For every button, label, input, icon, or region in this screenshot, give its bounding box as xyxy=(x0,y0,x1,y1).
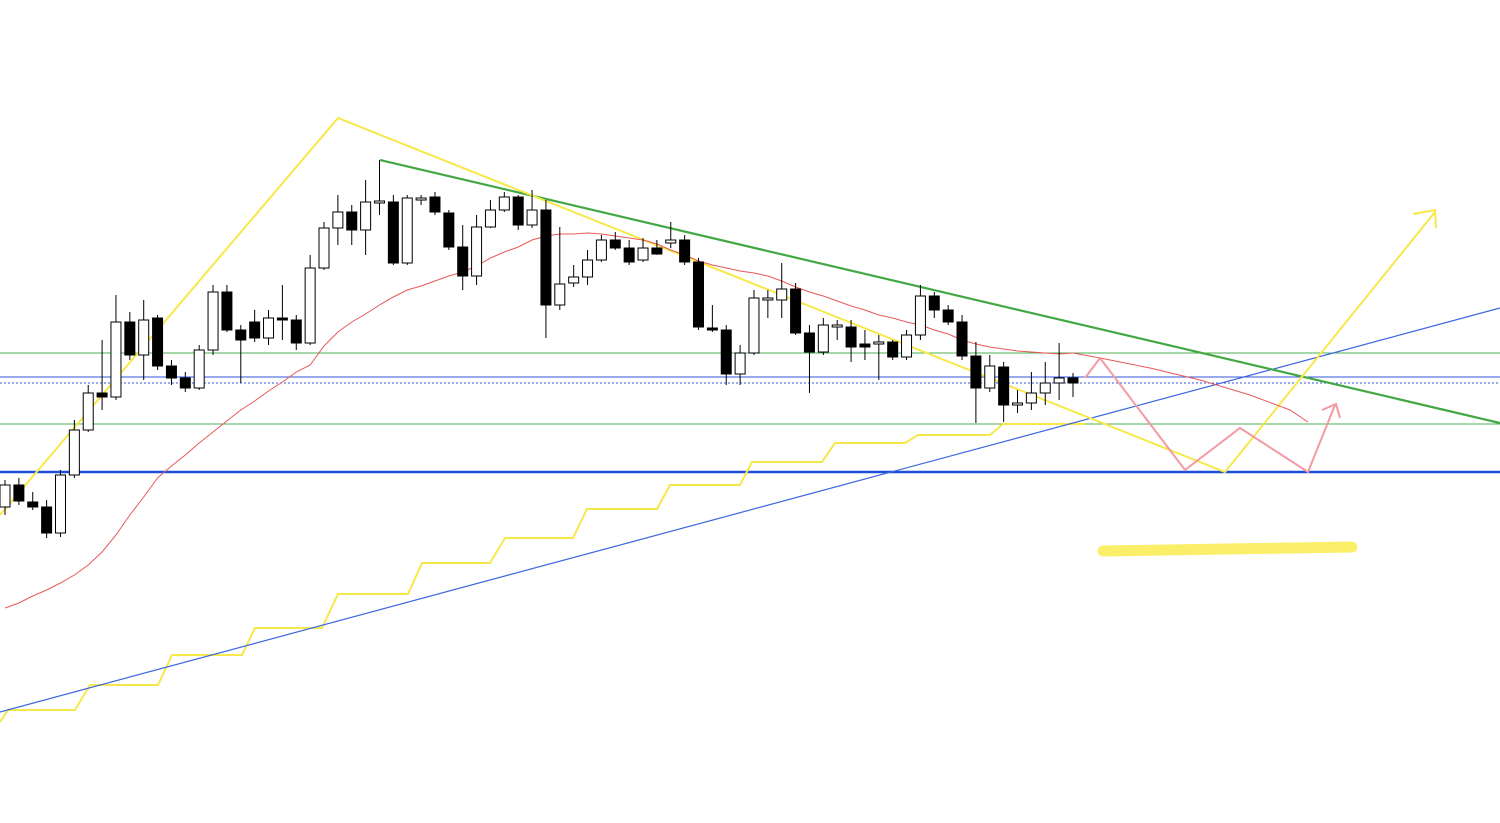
candle-body xyxy=(373,200,385,204)
candle-body xyxy=(249,321,261,339)
candle-body xyxy=(984,365,996,389)
blue-trendline xyxy=(0,307,1500,713)
moving-average xyxy=(4,232,1074,609)
candle-body xyxy=(748,297,760,354)
candle-body xyxy=(401,197,413,264)
candle-body xyxy=(457,246,469,277)
candle-body xyxy=(498,196,510,211)
candle-body xyxy=(221,291,233,331)
candle-body xyxy=(568,276,580,284)
candle-body xyxy=(443,212,455,248)
candle-body xyxy=(179,377,191,389)
candle-body xyxy=(1053,377,1065,384)
candle-body xyxy=(415,197,427,201)
candle-body xyxy=(332,211,344,229)
candle-body xyxy=(110,321,122,398)
candle-body xyxy=(637,247,649,261)
candle-body xyxy=(595,239,607,261)
candle-body xyxy=(928,295,940,311)
green-trendline xyxy=(379,158,1500,425)
candle-body xyxy=(1012,402,1024,406)
candle-body xyxy=(651,247,663,255)
drawings xyxy=(0,116,1500,723)
candle-body xyxy=(914,295,926,336)
candle-body xyxy=(68,429,80,476)
candle-body xyxy=(360,201,372,231)
candle-body xyxy=(693,261,704,328)
candle-body xyxy=(13,484,25,502)
candle-body xyxy=(54,474,66,534)
candle-body xyxy=(901,334,913,358)
candle-body xyxy=(276,317,288,321)
candle-body xyxy=(263,317,275,339)
candle-body xyxy=(526,209,538,226)
candle-body xyxy=(720,329,732,375)
candle-body xyxy=(290,319,302,344)
candle-body xyxy=(0,484,11,508)
candle-body xyxy=(679,239,691,263)
candle-body xyxy=(831,324,843,328)
candle-body xyxy=(665,239,677,244)
candle-body xyxy=(582,259,594,278)
candle-body xyxy=(803,332,815,353)
candle-body xyxy=(1039,382,1051,394)
candle-body xyxy=(873,341,885,345)
candle-body xyxy=(235,329,247,341)
candle-body xyxy=(845,326,857,348)
candle-body xyxy=(82,392,94,431)
candle-body xyxy=(817,324,829,353)
candle-body xyxy=(1025,392,1037,404)
candle-body xyxy=(956,321,968,357)
candle-body xyxy=(942,309,954,323)
candle-body xyxy=(859,343,871,348)
candle-body xyxy=(27,501,39,508)
candle-body xyxy=(998,366,1010,406)
staircase-line xyxy=(0,423,1085,723)
candle-body xyxy=(41,506,53,534)
candle-body xyxy=(346,211,358,231)
yellow-arrowhead xyxy=(1412,208,1437,229)
candle-body xyxy=(471,226,483,277)
candle-body xyxy=(304,267,316,344)
candle-body xyxy=(887,341,899,358)
candle-body xyxy=(1067,377,1079,384)
candle-body xyxy=(193,349,205,389)
candle-body xyxy=(429,196,441,213)
pink-zigzag xyxy=(1084,356,1336,474)
candle-body xyxy=(762,297,774,301)
candle-body xyxy=(124,321,136,356)
candle-body xyxy=(318,227,330,269)
candle-body xyxy=(96,392,108,398)
candle-body xyxy=(387,201,399,264)
candle-body xyxy=(540,209,552,306)
candle-body xyxy=(609,239,621,249)
candle-body xyxy=(734,352,746,375)
candle-body xyxy=(623,247,635,263)
candle-body xyxy=(554,283,566,306)
highlighter-stroke xyxy=(1097,541,1358,557)
candle-body xyxy=(152,317,164,367)
candle-body xyxy=(512,196,524,226)
candle-body xyxy=(138,319,150,356)
pink-arrowhead xyxy=(1321,402,1341,419)
candle-body xyxy=(165,365,177,379)
candle-body xyxy=(776,288,788,301)
candle-body xyxy=(207,291,219,351)
candle-body xyxy=(706,327,718,331)
candle-body xyxy=(970,355,982,389)
candle-body xyxy=(790,288,802,334)
candle-body xyxy=(484,209,496,228)
